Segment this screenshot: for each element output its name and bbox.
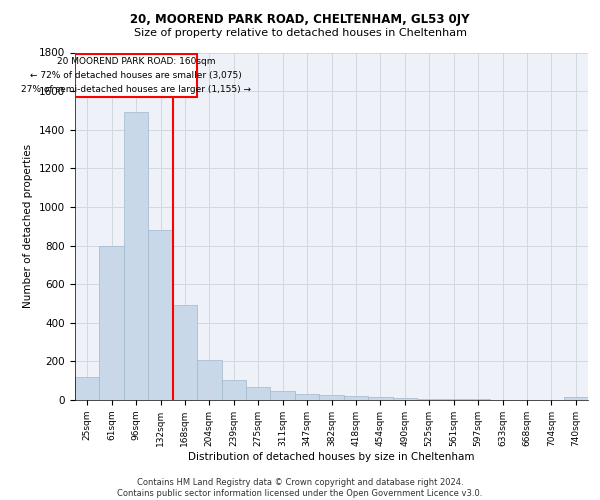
Bar [197,360,221,400]
Bar [221,380,246,400]
Bar [173,306,197,400]
Bar [124,112,148,400]
X-axis label: Distribution of detached houses by size in Cheltenham: Distribution of detached houses by size … [188,452,475,462]
Bar [368,397,392,400]
Bar [100,246,124,400]
Bar [319,395,344,400]
Bar [246,388,271,400]
Bar [442,399,466,400]
FancyBboxPatch shape [75,54,197,97]
Text: 20, MOOREND PARK ROAD, CHELTENHAM, GL53 0JY: 20, MOOREND PARK ROAD, CHELTENHAM, GL53 … [130,12,470,26]
Bar [392,398,417,400]
Bar [563,397,588,400]
Bar [344,396,368,400]
Bar [417,399,442,400]
Bar [148,230,173,400]
Bar [295,394,319,400]
Text: Contains HM Land Registry data © Crown copyright and database right 2024.
Contai: Contains HM Land Registry data © Crown c… [118,478,482,498]
Text: 20 MOOREND PARK ROAD: 160sqm
← 72% of detached houses are smaller (3,075)
27% of: 20 MOOREND PARK ROAD: 160sqm ← 72% of de… [21,58,251,94]
Bar [271,392,295,400]
Bar [75,377,100,400]
Y-axis label: Number of detached properties: Number of detached properties [23,144,34,308]
Text: Size of property relative to detached houses in Cheltenham: Size of property relative to detached ho… [133,28,467,38]
